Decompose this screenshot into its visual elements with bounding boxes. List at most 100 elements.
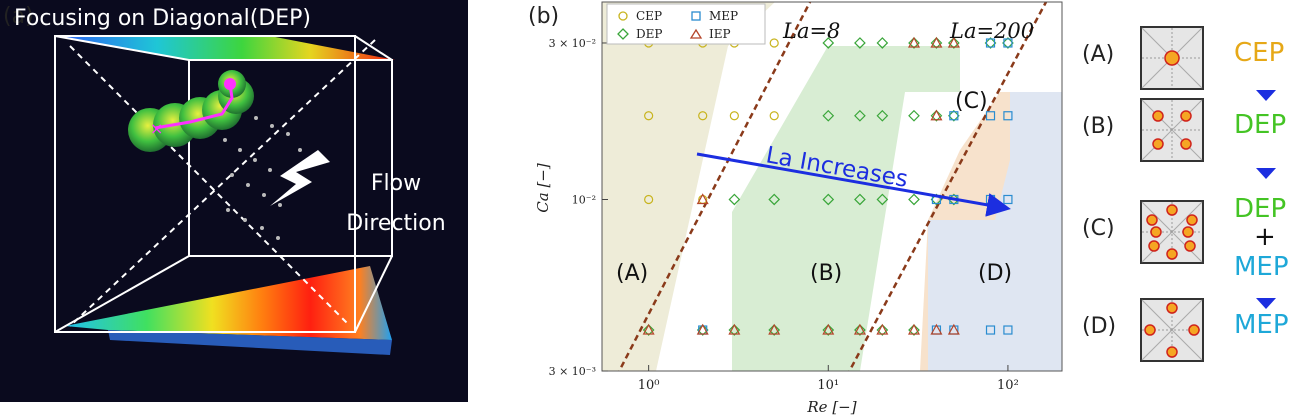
- region-d-fill: [928, 92, 1062, 371]
- point-iep-3: [696, 193, 709, 205]
- sequence-label-1: (B): [1082, 114, 1115, 139]
- point-dep-6: [908, 109, 920, 122]
- point-dep-24: [930, 109, 943, 122]
- point-dep-21: [908, 37, 920, 49]
- droplet-3-2: [1188, 324, 1200, 336]
- point-dep-9: [822, 193, 835, 206]
- point-dep-4: [854, 109, 866, 122]
- point-mep-13: [1003, 325, 1013, 335]
- y-tick-label-1: 10⁻²: [572, 193, 596, 206]
- sequence-arrow-icon-1: [1256, 168, 1276, 179]
- render-3d-graphic: ×: [54, 35, 395, 355]
- point-iep-9: [822, 323, 835, 335]
- sequence-label-3: (D): [1082, 314, 1117, 339]
- region-a-fill: [602, 2, 775, 371]
- y-axis-title: Ca [−]: [534, 163, 552, 213]
- y-tick-label-0: 3 × 10⁻³: [549, 365, 596, 378]
- sequence-arrow-icon-0: [1256, 90, 1276, 101]
- panel-b-label: (b): [528, 4, 560, 29]
- point-mep-0: [985, 38, 996, 48]
- point-cep-8: [644, 194, 654, 205]
- point-dep-11: [876, 193, 889, 206]
- point-dep-25: [947, 109, 960, 122]
- point-dep-23: [947, 37, 960, 49]
- droplet-3-3: [1166, 346, 1178, 358]
- panel-a-render: × Focusing on Diagonal(DEP) Flow Directi…: [0, 0, 468, 402]
- point-iep-1: [930, 36, 943, 48]
- droplet-2-5: [1148, 240, 1160, 252]
- region-label-b: (B): [810, 261, 842, 286]
- la200-label: La=200: [949, 19, 1034, 43]
- plot-frame: [601, 1, 1063, 372]
- point-iep-10: [853, 323, 866, 335]
- point-mep-4: [1003, 111, 1013, 121]
- point-iep-12: [907, 323, 921, 335]
- droplet-1-3: [1180, 138, 1192, 150]
- point-dep-0: [822, 37, 835, 49]
- sequence-plus-sign: +: [1254, 222, 1276, 252]
- droplet-2-0: [1166, 204, 1178, 216]
- flow-label-line1: Flow: [370, 171, 422, 196]
- droplet-2-7: [1166, 248, 1178, 260]
- droplet-2-6: [1184, 240, 1196, 252]
- channel-cross-section-3: [1140, 298, 1204, 362]
- droplet-2-1: [1146, 214, 1158, 226]
- legend-label-cep: CEP: [636, 9, 662, 23]
- x-tick-label-2: 10²: [997, 378, 1019, 393]
- region-label-d: (D): [978, 261, 1012, 286]
- legend-marker-mep: [691, 11, 701, 21]
- flow-direction-label: Flow Direction: [330, 164, 462, 244]
- panel-a-label: (a): [3, 4, 34, 29]
- legend-marker-iep: [689, 28, 703, 39]
- chart-ticks: 10⁰ 10¹ 10² 3 × 10⁻³ 10⁻² 3 × 10⁻²: [549, 37, 1019, 393]
- point-iep-8: [768, 323, 781, 335]
- sequence-name-2: DEP: [1234, 194, 1287, 224]
- x-tick-label-1: 10¹: [817, 378, 839, 393]
- droplet-1-1: [1180, 110, 1192, 122]
- point-dep-5: [876, 109, 889, 122]
- sequence-name-0: CEP: [1234, 38, 1285, 68]
- sequence-label-0: (A): [1082, 42, 1115, 67]
- droplet-2-2: [1186, 214, 1198, 226]
- droplet-2-3: [1150, 226, 1162, 238]
- region-label-a: (A): [616, 261, 648, 286]
- point-dep-7: [728, 193, 741, 206]
- point-dep-22: [930, 37, 943, 49]
- legend-marker-dep: [617, 28, 629, 40]
- point-dep-12: [908, 193, 920, 206]
- point-mep-12: [985, 325, 996, 335]
- sequence-arrow-icon-2: [1256, 298, 1276, 309]
- point-dep-8: [768, 193, 781, 206]
- point-iep-5: [642, 323, 655, 335]
- sequence-name-3: MEP: [1234, 310, 1289, 340]
- point-iep-0: [907, 36, 921, 48]
- legend-label-iep: IEP: [709, 27, 731, 41]
- channel-cross-section-1: [1140, 98, 1204, 162]
- la8-label: La=8: [782, 19, 840, 43]
- point-cep-4: [644, 111, 654, 121]
- region-label-c: (C): [955, 89, 988, 114]
- point-dep-10: [854, 193, 866, 206]
- point-iep-7: [728, 323, 741, 335]
- point-cep-7: [769, 111, 779, 121]
- point-iep-13: [930, 323, 943, 335]
- point-dep-3: [822, 109, 835, 122]
- point-mep-1: [1003, 38, 1013, 48]
- chart-legend: CEP MEP DEP IEP: [606, 3, 766, 45]
- sequence-name-2b: MEP: [1234, 252, 1289, 282]
- point-cep-6: [729, 111, 739, 121]
- legend-label-dep: DEP: [636, 27, 662, 41]
- point-dep-17: [822, 324, 835, 336]
- point-dep-1: [854, 37, 866, 49]
- phase-diagram-chart: 10⁰ 10¹ 10² 3 × 10⁻³ 10⁻² 3 × 10⁻² Re [−] Ca …: [534, 1, 1063, 416]
- point-dep-27: [696, 324, 709, 336]
- la200-boundary-line: [848, 2, 1048, 371]
- panel-a-title: Focusing on Diagonal(DEP): [14, 6, 312, 31]
- legend-box: [606, 3, 766, 45]
- point-dep-20: [908, 324, 920, 336]
- flow-label-line2: Direction: [346, 211, 446, 236]
- channel-cross-section-2: [1140, 200, 1204, 264]
- sequence-name-1: DEP: [1234, 110, 1287, 140]
- channel-cross-section-0: [1140, 26, 1204, 90]
- point-dep-14: [642, 324, 655, 336]
